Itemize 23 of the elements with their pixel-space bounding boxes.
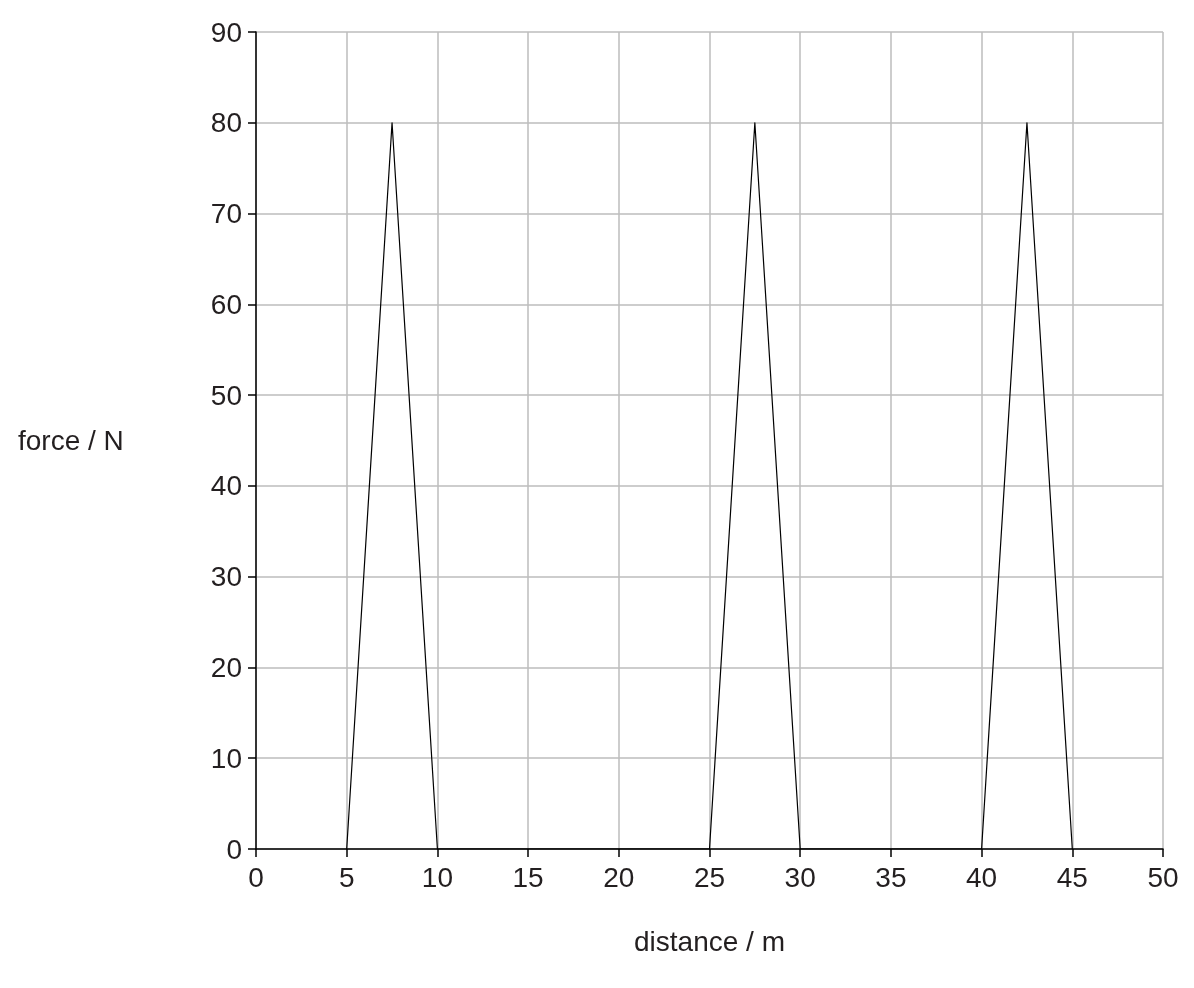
x-tick-label: 20 (603, 861, 635, 893)
x-tick-label: 10 (421, 861, 453, 893)
x-tick-label: 50 (1147, 861, 1179, 893)
y-tick-label: 40 (210, 470, 242, 502)
y-tick-label: 50 (210, 379, 242, 411)
y-tick-label: 0 (226, 833, 242, 865)
y-axis-title: force / N (18, 425, 124, 456)
x-tick-label: 35 (875, 861, 907, 893)
y-tick-label: 90 (210, 16, 242, 48)
y-tick-label: 70 (210, 198, 242, 230)
y-tick-label: 30 (210, 561, 242, 593)
x-tick-label: 30 (784, 861, 816, 893)
x-tick-label: 45 (1056, 861, 1088, 893)
y-tick-label: 20 (210, 651, 242, 683)
x-tick-label: 15 (512, 861, 544, 893)
x-axis-title: distance / m (634, 925, 785, 957)
y-tick-label: 10 (210, 742, 242, 774)
x-tick-label: 5 (338, 861, 355, 893)
y-tick-label: 80 (210, 107, 242, 139)
x-tick-label: 0 (248, 861, 264, 893)
x-tick-label: 40 (966, 861, 998, 893)
x-tick-label: 25 (693, 861, 726, 893)
y-tick-label: 60 (210, 288, 242, 320)
